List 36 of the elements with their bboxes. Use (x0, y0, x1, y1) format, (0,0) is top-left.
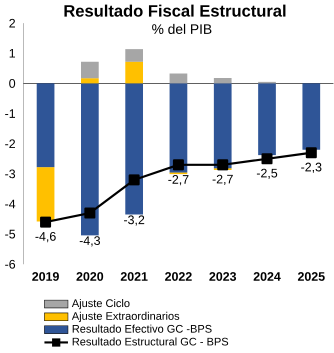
x-tick-label: 2024 (254, 272, 281, 281)
y-tick-label: -6 (5, 260, 16, 269)
y-tick-label: -4 (5, 200, 16, 208)
y-tick-label: 2 (9, 18, 16, 28)
y-tick-label: -1 (5, 109, 16, 118)
point (128, 174, 140, 186)
y-tick-label: 0 (9, 79, 16, 88)
x-tick-label: 2025 (298, 272, 325, 281)
point (217, 159, 228, 170)
legend-label: Ajuste Ciclo (72, 298, 130, 310)
data-label: -4,3 (80, 236, 100, 246)
data-label: -2,7 (212, 174, 233, 185)
legend-label: Resultado Estructural GC - BPS (72, 337, 228, 346)
x-tick-label: 2022 (165, 272, 192, 281)
data-label: -2,3 (301, 162, 322, 173)
x-tick-label: 2019 (32, 272, 60, 281)
x-tick-label: 2020 (76, 272, 104, 281)
data-label: -2,7 (168, 175, 189, 186)
data-label: -3,2 (124, 215, 144, 226)
y-tick-label: -2 (5, 139, 16, 148)
y-tick-label: -3 (5, 169, 16, 178)
point (262, 153, 273, 164)
point (40, 216, 52, 228)
legend-label: Resultado Efectivo GC -BPS (72, 324, 212, 333)
chart-subtitle: % del PIB (152, 24, 212, 34)
x-tick-label: 2021 (120, 272, 148, 281)
data-label: -2,5 (257, 168, 278, 179)
point (84, 208, 96, 219)
point (173, 159, 184, 170)
point (306, 147, 317, 158)
y-tick-label: 1 (10, 49, 16, 58)
chart-title: Resultado Fiscal Estructural (64, 4, 286, 17)
legend-label: Ajuste Extraordinarios (72, 312, 180, 322)
data-label: -4,6 (36, 232, 56, 242)
x-tick-label: 2023 (210, 272, 236, 281)
y-tick-label: -5 (5, 230, 16, 238)
